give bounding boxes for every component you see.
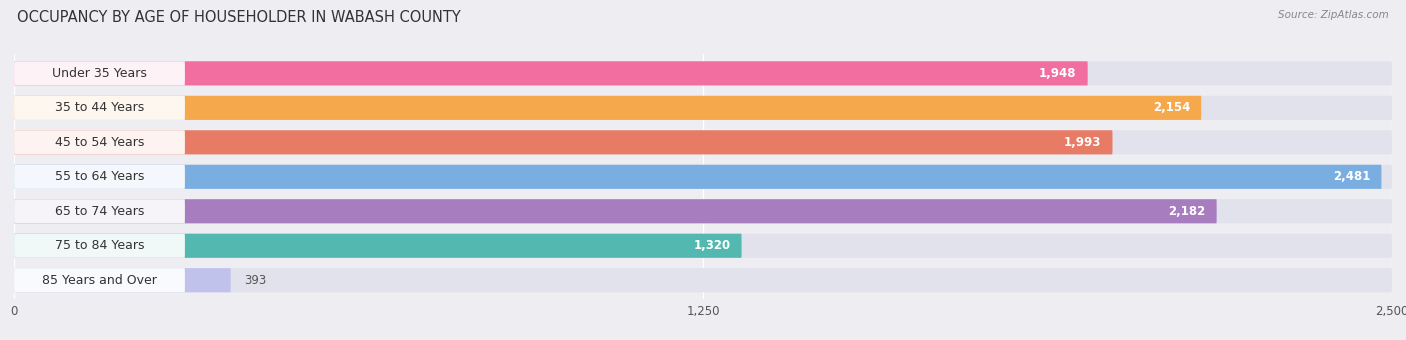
FancyBboxPatch shape (14, 268, 1392, 292)
FancyBboxPatch shape (14, 130, 1112, 154)
Text: 45 to 54 Years: 45 to 54 Years (55, 136, 145, 149)
FancyBboxPatch shape (14, 96, 1392, 120)
Text: 2,481: 2,481 (1333, 170, 1371, 183)
FancyBboxPatch shape (14, 268, 186, 292)
Text: Source: ZipAtlas.com: Source: ZipAtlas.com (1278, 10, 1389, 20)
Text: Under 35 Years: Under 35 Years (52, 67, 146, 80)
Text: 75 to 84 Years: 75 to 84 Years (55, 239, 145, 252)
Text: OCCUPANCY BY AGE OF HOUSEHOLDER IN WABASH COUNTY: OCCUPANCY BY AGE OF HOUSEHOLDER IN WABAS… (17, 10, 461, 25)
FancyBboxPatch shape (14, 61, 186, 85)
FancyBboxPatch shape (14, 130, 1392, 154)
Text: 1,320: 1,320 (693, 239, 731, 252)
Text: 55 to 64 Years: 55 to 64 Years (55, 170, 145, 183)
FancyBboxPatch shape (14, 199, 186, 223)
FancyBboxPatch shape (14, 268, 231, 292)
FancyBboxPatch shape (14, 165, 1392, 189)
Text: 2,182: 2,182 (1168, 205, 1206, 218)
FancyBboxPatch shape (14, 234, 741, 258)
Text: 1,993: 1,993 (1064, 136, 1101, 149)
Text: 65 to 74 Years: 65 to 74 Years (55, 205, 145, 218)
FancyBboxPatch shape (14, 130, 186, 154)
Text: 2,154: 2,154 (1153, 101, 1191, 114)
FancyBboxPatch shape (14, 96, 186, 120)
FancyBboxPatch shape (14, 199, 1392, 223)
FancyBboxPatch shape (14, 234, 1392, 258)
FancyBboxPatch shape (14, 96, 1201, 120)
FancyBboxPatch shape (14, 199, 1216, 223)
FancyBboxPatch shape (14, 61, 1392, 85)
FancyBboxPatch shape (14, 61, 1088, 85)
Text: 35 to 44 Years: 35 to 44 Years (55, 101, 143, 114)
Text: 393: 393 (245, 274, 267, 287)
Text: 1,948: 1,948 (1039, 67, 1077, 80)
FancyBboxPatch shape (14, 234, 186, 258)
Text: 85 Years and Over: 85 Years and Over (42, 274, 157, 287)
FancyBboxPatch shape (14, 165, 1382, 189)
FancyBboxPatch shape (14, 165, 186, 189)
